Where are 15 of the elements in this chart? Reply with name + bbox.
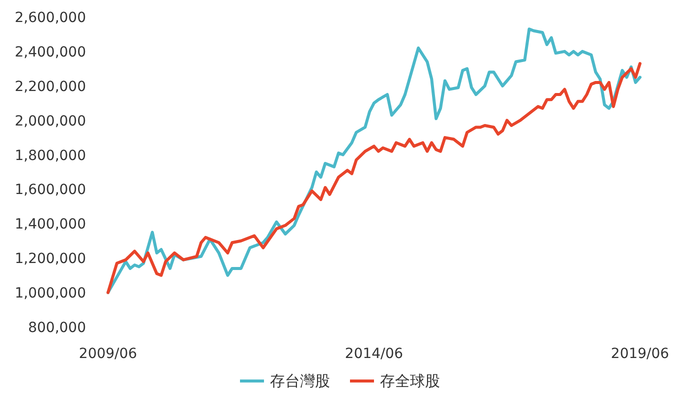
- x-tick-label: 2019/06: [610, 346, 670, 362]
- x-tick-label: 2009/06: [78, 346, 138, 362]
- y-tick-label: 800,000: [28, 320, 86, 336]
- y-tick-label: 2,400,000: [14, 44, 86, 60]
- y-tick-label: 2,600,000: [14, 10, 86, 26]
- y-tick-label: 1,800,000: [14, 148, 86, 164]
- y-tick-label: 2,200,000: [14, 78, 86, 95]
- y-tick-label: 2,000,000: [14, 113, 86, 130]
- legend-label: 存全球股: [380, 372, 440, 390]
- x-tick-label: 2014/06: [344, 346, 404, 362]
- y-tick-label: 1,600,000: [14, 182, 86, 198]
- y-tick-label: 1,000,000: [14, 286, 86, 302]
- y-tick-label: 1,400,000: [14, 216, 86, 233]
- y-tick-label: 1,200,000: [14, 251, 86, 268]
- legend-label: 存台灣股: [270, 372, 330, 390]
